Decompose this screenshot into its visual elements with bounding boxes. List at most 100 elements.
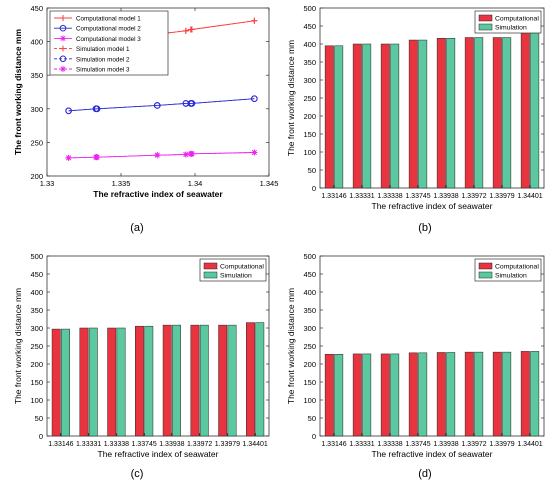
bar-computational [408, 39, 418, 189]
bar-simulation [172, 324, 181, 437]
y-tick-label: 100 [303, 148, 316, 157]
x-tick-label: 1.33146 [321, 193, 346, 200]
y-tick-label: 0 [312, 432, 316, 441]
bar-simulation [474, 37, 484, 189]
data-point [251, 95, 258, 103]
x-tick-label: 1.34 [188, 179, 203, 188]
bar-computational [492, 37, 502, 189]
legend: Computational Simulation [199, 258, 267, 282]
x-tick-label: 1.33338 [104, 441, 129, 448]
x-tick-label: 1.33972 [187, 441, 212, 448]
x-tick-label: 1.33745 [405, 441, 430, 448]
bar-computational [436, 37, 446, 189]
legend: Computational model 1 Computational model… [49, 10, 169, 76]
data-point [154, 152, 161, 159]
legend-marker [60, 45, 66, 52]
bar-computational [107, 327, 117, 437]
data-point [153, 102, 161, 109]
legend-label: Computational [495, 16, 539, 23]
y-tick-label: 200 [30, 360, 43, 369]
y-tick-label: 300 [303, 324, 316, 333]
y-tick-label: 350 [303, 58, 316, 67]
y-tick-label: 400 [30, 288, 43, 297]
legend-label: Computational [495, 264, 539, 271]
x-tick-label: 1.33 [40, 179, 55, 188]
data-point [251, 17, 258, 24]
bar-computational [79, 327, 89, 437]
y-tick-label: 400 [303, 288, 316, 297]
x-axis-label: The refractive index of seawater [372, 201, 493, 211]
y-tick-label: 0 [39, 432, 43, 441]
data-point [182, 151, 189, 158]
bar-simulation [502, 351, 512, 437]
y-axis-label: The front working distance mm [286, 288, 296, 404]
y-axis-label: The front working distance mm [286, 40, 296, 156]
bar-computational [408, 352, 418, 437]
legend-swatch [203, 262, 218, 270]
y-tick-label: 350 [30, 71, 43, 80]
bar-computational [492, 351, 502, 437]
bar-simulation [390, 43, 400, 189]
data-point [251, 149, 258, 156]
panel-label: (a) [130, 222, 143, 234]
x-tick-label: 1.33979 [215, 441, 240, 448]
bar-simulation [362, 43, 372, 189]
y-tick-label: 50 [35, 414, 43, 423]
bar-simulation [530, 351, 540, 437]
x-tick-label: 1.33972 [461, 441, 486, 448]
bar-simulation [199, 324, 209, 437]
legend-swatch [478, 262, 493, 270]
y-tick-label: 500 [303, 252, 316, 261]
data-point [94, 154, 101, 161]
y-axis-label: The front working distance mm [13, 29, 23, 156]
y-tick-label: 450 [30, 4, 43, 13]
legend-marker [60, 35, 66, 42]
y-tick-label: 450 [303, 270, 316, 279]
bar-computational [352, 43, 362, 189]
legend-swatch [203, 271, 218, 279]
bar-computational [464, 351, 474, 437]
x-tick-label: 1.34401 [517, 193, 542, 200]
y-tick-label: 250 [303, 94, 316, 103]
legend-marker [60, 66, 66, 72]
y-tick-label: 300 [30, 324, 43, 333]
data-point [182, 27, 189, 34]
bar-simulation [144, 325, 154, 437]
bar-computational [162, 324, 172, 437]
bar-computational [218, 324, 228, 437]
bar-computational [380, 43, 390, 189]
legend-label: Simulation model 2 [76, 56, 130, 63]
x-axis-label: The refractive index of seawater [372, 449, 493, 459]
bar-simulation [446, 352, 456, 437]
x-tick-label: 1.33338 [377, 441, 402, 448]
data-point [188, 26, 195, 33]
legend-label: Simulation [220, 273, 252, 280]
bar-simulation [418, 352, 428, 437]
x-tick-label: 1.33938 [433, 193, 458, 200]
bar-simulation [502, 37, 512, 189]
data-point [188, 150, 195, 157]
series-simulation-model3 [65, 149, 258, 161]
x-tick-label: 1.33745 [405, 193, 430, 200]
x-tick-label: 1.33146 [321, 441, 346, 448]
data-point [93, 105, 101, 113]
y-tick-label: 500 [30, 252, 43, 261]
legend: Computational Simulation [474, 258, 542, 282]
x-tick-label: 1.33146 [48, 441, 73, 448]
legend-label: Simulation model 3 [76, 67, 130, 74]
y-tick-label: 150 [303, 130, 316, 139]
bar-computational [520, 351, 530, 437]
bar-computational [324, 45, 334, 189]
legend-label: Computational model 3 [76, 36, 141, 43]
bar-computational [324, 354, 334, 437]
bar-simulation [227, 324, 237, 437]
legend-marker [59, 24, 67, 32]
y-tick-label: 200 [303, 360, 316, 369]
bar-computational [464, 37, 474, 189]
panel-label: (c) [131, 468, 144, 480]
y-tick-label: 300 [303, 76, 316, 85]
